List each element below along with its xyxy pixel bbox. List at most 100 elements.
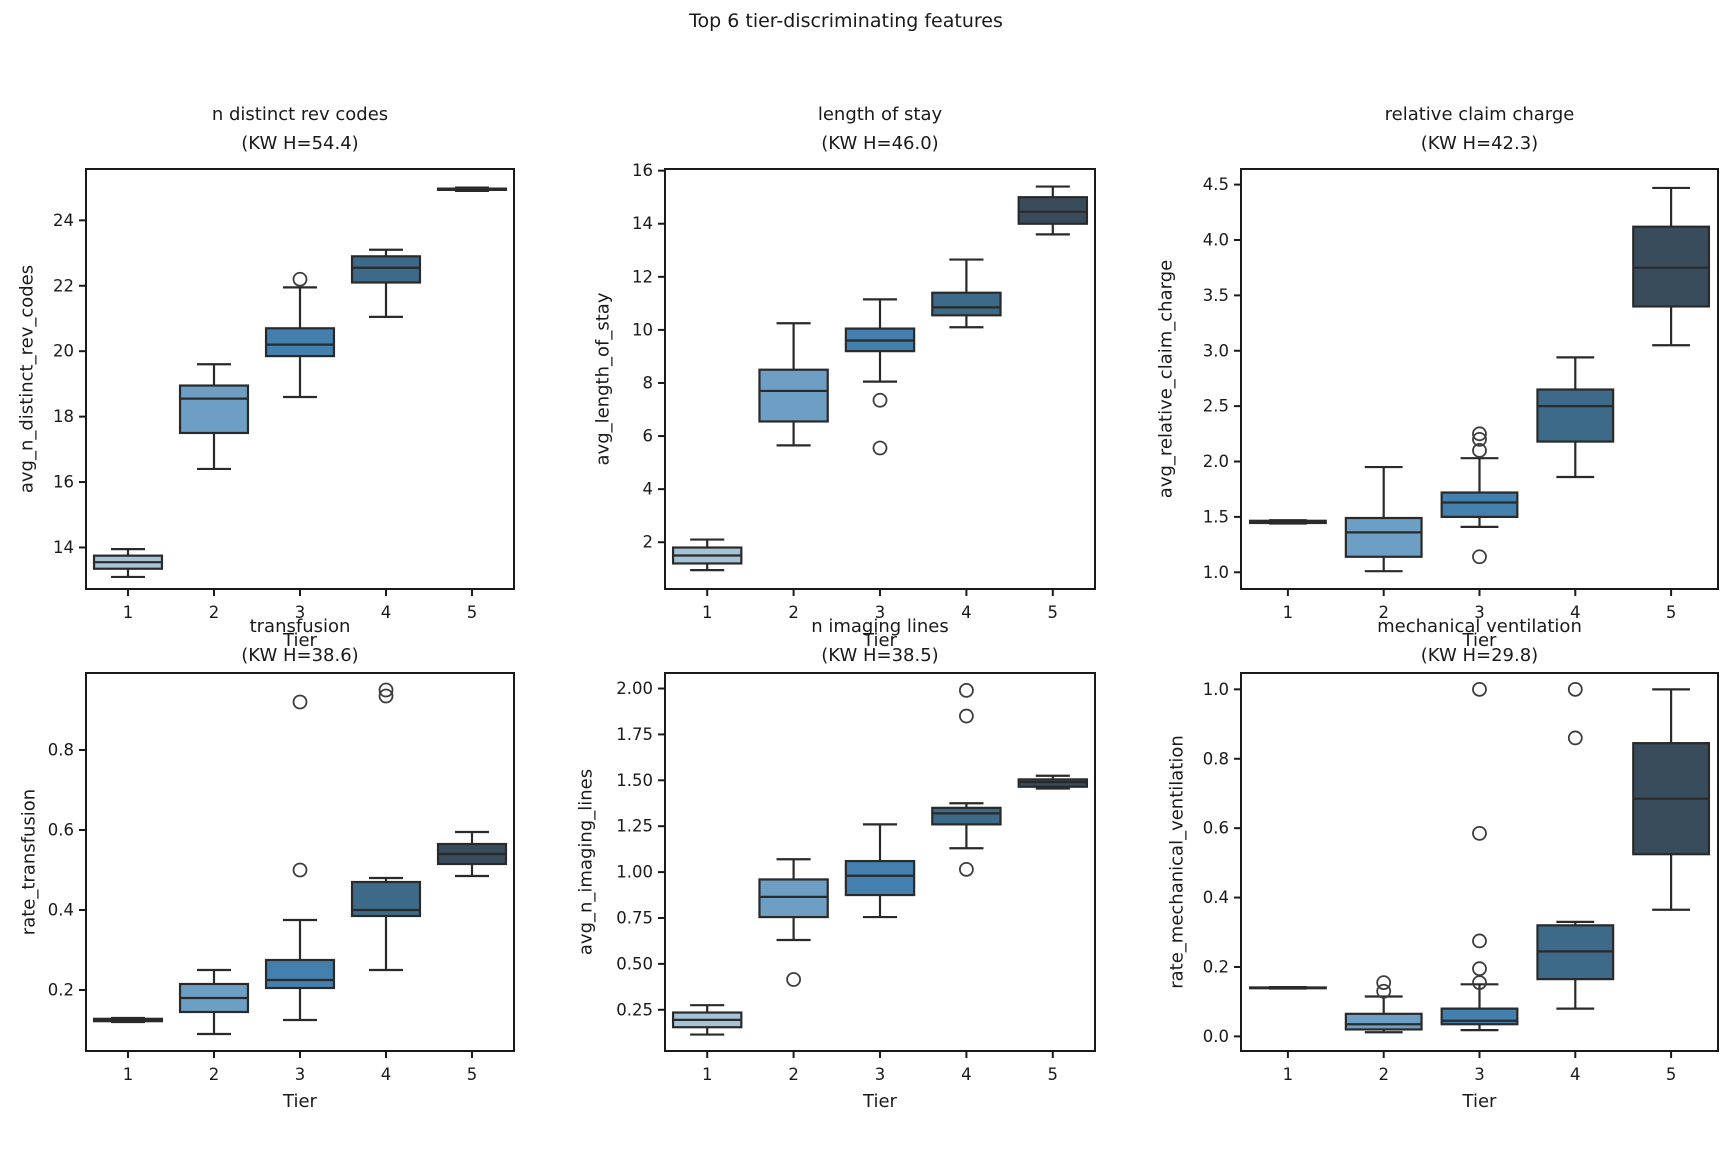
x-tick-label: 2	[1378, 1065, 1389, 1084]
y-tick-label: 0.6	[1203, 819, 1229, 838]
axes-spines	[85, 168, 515, 590]
x-axis-label: Tier	[283, 1091, 317, 1112]
x-tick-label: 3	[295, 603, 306, 622]
box-tier-2	[758, 368, 829, 423]
outlier-point	[1472, 681, 1487, 697]
x-tick-label: 4	[381, 603, 392, 622]
y-tick-label: 8	[643, 373, 654, 392]
x-tick-label: 3	[875, 603, 886, 622]
y-tick-label: 0.4	[48, 901, 74, 920]
subplot-relative-claim-charge: relative claim charge (KW H=42.3) avg_rel…	[1156, 104, 1719, 651]
box-tier-5	[1017, 196, 1089, 225]
y-tick-label: 0.6	[48, 821, 74, 840]
outlier-point	[1472, 825, 1487, 841]
x-tick-label: 1	[1283, 1065, 1294, 1084]
box-tier-2	[1344, 1012, 1423, 1031]
subplot-n-imaging-lines: n imaging lines (KW H=38.5) avg_n_imaging…	[576, 616, 1096, 1112]
y-tick-label: 4.5	[1203, 175, 1229, 194]
y-tick-label: 12	[632, 267, 653, 286]
boxplot-canvas: 14 16 18 20 22 24 1 2 3 4 5	[53, 168, 515, 622]
box-tier-3	[264, 958, 336, 990]
outlier-point	[1567, 730, 1583, 746]
y-axis-label: avg_n_imaging_lines	[575, 768, 597, 956]
axes-spines	[664, 672, 1096, 1052]
x-axis-label: Tier	[863, 1091, 897, 1112]
y-tick-label: 22	[53, 276, 74, 295]
title-line2: (KW H=46.0)	[821, 133, 939, 154]
outlier-point	[1472, 549, 1487, 565]
boxplot-canvas: 1.0 1.5 2.0 2.5 3.0 3.5 4.0 4.5 1 2 3 4 5	[1203, 168, 1719, 622]
y-tick-label: 1.5	[1203, 507, 1229, 526]
y-tick-label: 0.4	[1203, 888, 1229, 907]
box-tier-3	[264, 327, 336, 358]
y-tick-label: 0.0	[1203, 1027, 1229, 1046]
axes-spines	[664, 168, 1096, 590]
x-tick-label: 1	[702, 1065, 713, 1084]
x-tick-label: 2	[209, 1065, 220, 1084]
y-tick-label: 2	[643, 533, 654, 552]
outlier-point	[958, 682, 974, 698]
box-tier-5	[1632, 225, 1711, 308]
subplot-mechanical-ventilation: mechanical ventilation (KW H=29.8) rate_m…	[1167, 616, 1719, 1112]
outlier-point	[378, 682, 394, 698]
y-tick-label: 1.75	[616, 725, 653, 744]
x-tick-label: 4	[1570, 1065, 1581, 1084]
outlier-point	[1472, 443, 1487, 458]
y-tick-label: 1.0	[1203, 680, 1229, 699]
y-tick-label: 4	[643, 480, 654, 499]
y-tick-label: 0.75	[616, 908, 653, 927]
y-tick-label: 6	[643, 427, 654, 446]
y-tick-label: 2.5	[1203, 397, 1229, 416]
x-tick-label: 3	[1474, 1065, 1485, 1084]
x-tick-label: 4	[961, 1065, 972, 1084]
box-tier-3	[844, 859, 916, 897]
outlier-point	[292, 862, 308, 878]
box-tier-4	[1536, 388, 1615, 443]
box-tier-2	[1344, 516, 1423, 558]
y-tick-label: 1.25	[616, 817, 653, 836]
y-tick-label: 16	[632, 161, 653, 180]
figure-title: Top 6 tier-discriminating features	[689, 10, 1003, 32]
x-tick-label: 5	[1048, 1065, 1059, 1084]
boxplot-canvas: 0.2 0.4 0.6 0.8 1 2 3 4 5	[48, 672, 515, 1084]
y-tick-label: 2.0	[1203, 452, 1229, 471]
y-tick-label: 18	[53, 407, 74, 426]
subplot-transfusion: transfusion (KW H=38.6) rate_transfusion …	[19, 616, 515, 1112]
outlier-point	[786, 972, 802, 987]
y-tick-label: 20	[53, 342, 74, 361]
subplot-title: n distinct rev codes (KW H=54.4)	[50, 100, 550, 158]
x-tick-label: 2	[788, 603, 799, 622]
x-axis-label: Tier	[1462, 1091, 1497, 1112]
x-tick-label: 4	[1570, 603, 1581, 622]
x-axis-label: Tier	[1462, 630, 1497, 651]
y-tick-label: 4.0	[1203, 230, 1229, 249]
y-tick-label: 16	[53, 473, 74, 492]
x-tick-label: 1	[123, 603, 134, 622]
x-tick-label: 1	[1283, 603, 1294, 622]
y-tick-label: 3.5	[1203, 286, 1229, 305]
y-tick-label: 0.8	[48, 741, 74, 760]
x-tick-label: 5	[1666, 1065, 1677, 1084]
outlier-point	[1472, 426, 1487, 442]
x-tick-label: 3	[295, 1065, 306, 1084]
outlier-point	[1472, 961, 1487, 977]
y-tick-label: 2.00	[616, 679, 653, 698]
box-tier-4	[350, 255, 422, 284]
box-tier-3	[1440, 491, 1519, 518]
x-tick-label: 3	[1474, 603, 1485, 622]
box-tier-3	[1440, 1007, 1519, 1026]
outlier-point	[1472, 431, 1487, 447]
subplot-n-distinct-rev-codes: n distinct rev codes (KW H=54.4) avg_n_di…	[17, 104, 515, 651]
outlier-point	[872, 392, 888, 408]
y-tick-label: 0.2	[1203, 957, 1229, 976]
outlier-point	[292, 694, 308, 710]
subplot-title: relative claim charge (KW H=42.3)	[1230, 100, 1730, 158]
outlier-point	[958, 708, 974, 724]
subplot-length-of-stay: length of stay (KW H=46.0) avg_length_of_…	[593, 104, 1096, 651]
y-axis-label: rate_mechanical_ventilation	[1166, 735, 1188, 989]
x-tick-label: 1	[123, 1065, 134, 1084]
title-line2: (KW H=54.4)	[241, 133, 359, 154]
y-tick-label: 0.25	[616, 1000, 653, 1019]
